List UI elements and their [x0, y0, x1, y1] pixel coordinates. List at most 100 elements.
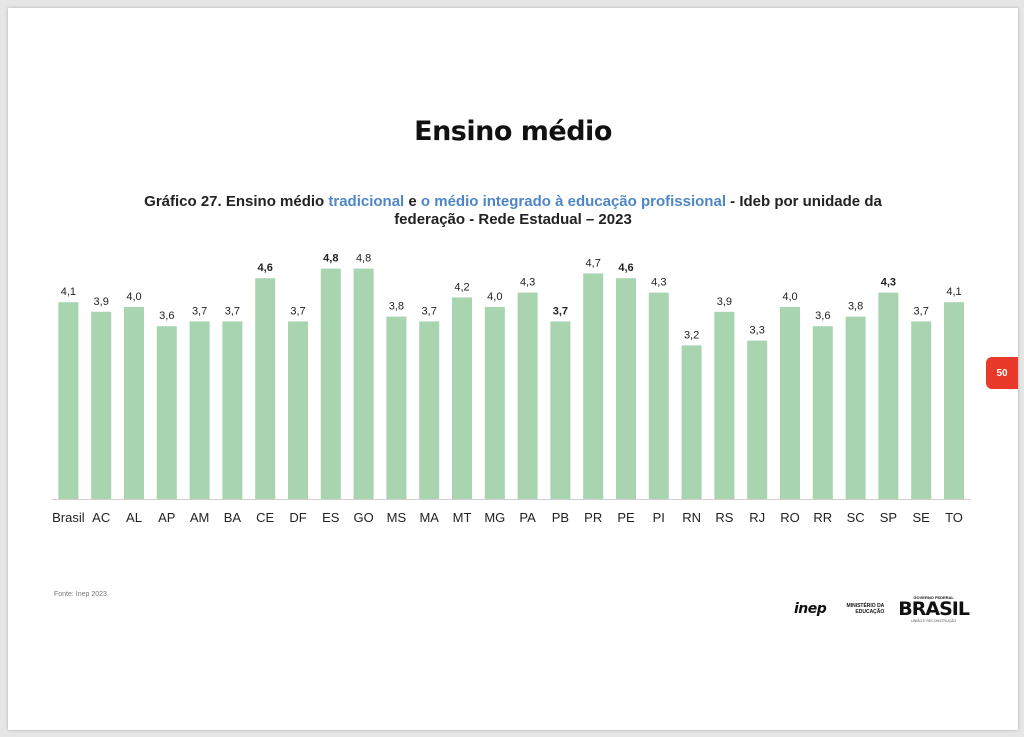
bar-rn	[681, 345, 702, 499]
value-label-ma: 3,7	[422, 305, 437, 317]
bar-chart: 4,1 Brasil 3,9 AC 4,0 AL 3,6 AP 3,7 AM 3,7 BA 4,6 CE 3…	[52, 253, 971, 525]
category-label-pi: PI	[653, 510, 665, 525]
value-label-pr: 4,7	[586, 257, 601, 269]
value-label-ce: 4,6	[258, 262, 273, 274]
bar-mg	[484, 307, 505, 499]
category-label-pa: PA	[519, 510, 536, 525]
bar-sc	[845, 316, 866, 499]
category-label-rr: RR	[813, 510, 832, 525]
value-label-ac: 3,9	[94, 296, 109, 308]
inep-logo: inep	[794, 601, 827, 617]
value-label-pe: 4,6	[618, 262, 633, 274]
category-label-pr: PR	[584, 510, 602, 525]
category-label-am: AM	[190, 510, 210, 525]
value-label-rr: 3,6	[815, 310, 830, 322]
chart-title-part3: - Ideb por unidade da federação - Rede E…	[394, 193, 882, 228]
value-label-mg: 4,0	[487, 291, 502, 303]
bar-brasil	[58, 302, 79, 499]
bar-ce	[255, 278, 276, 499]
bar-rs	[714, 311, 735, 499]
category-label-sc: SC	[847, 510, 865, 525]
value-label-ba: 3,7	[225, 305, 240, 317]
bar-ms	[386, 316, 407, 499]
bar-ro	[780, 307, 800, 499]
category-label-mt: MT	[453, 510, 472, 525]
category-label-se: SE	[913, 510, 931, 525]
value-label-df: 3,7	[290, 305, 305, 317]
category-label-ro: RO	[780, 510, 800, 525]
page-number-badge: 50	[986, 357, 1018, 389]
bar-rj	[747, 340, 768, 499]
bar-pi	[648, 292, 669, 499]
category-label-ap: AP	[158, 510, 175, 525]
bar-se	[911, 321, 932, 499]
category-label-mg: MG	[484, 510, 505, 525]
value-label-ro: 4,0	[782, 291, 797, 303]
category-label-ba: BA	[224, 510, 242, 525]
mec-logo: MINISTÉRIO DA EDUCAÇÃO	[846, 603, 885, 615]
bar-mt	[452, 297, 472, 499]
bar-ma	[419, 321, 440, 499]
value-label-am: 3,7	[192, 305, 207, 317]
value-label-ap: 3,6	[159, 310, 174, 322]
bar-am	[189, 321, 210, 499]
bar-df	[288, 321, 308, 499]
gov-logo-top: GOVERNO FEDERAL	[913, 595, 954, 600]
source-note: Fonte: Inep 2023.	[54, 591, 109, 598]
logos: inep MINISTÉRIO DA EDUCAÇÃO GOVERNO FEDE…	[794, 594, 970, 624]
category-label-rj: RJ	[749, 510, 765, 525]
value-label-es: 4,8	[323, 253, 338, 265]
bar-al	[124, 307, 144, 499]
chart-title-highlight-integrado: o médio integrado à educação profissiona…	[420, 193, 726, 210]
bar-ba	[222, 321, 243, 499]
value-label-se: 3,7	[914, 305, 929, 317]
bar-pr	[583, 273, 604, 499]
value-label-rj: 3,3	[750, 325, 765, 337]
category-label-brasil: Brasil	[52, 510, 85, 525]
category-label-pb: PB	[552, 510, 569, 525]
value-label-mt: 4,2	[454, 281, 469, 293]
value-label-rn: 3,2	[684, 329, 699, 341]
chart-title-part1: Gráfico 27. Ensino médio	[144, 193, 329, 210]
category-label-rs: RS	[715, 510, 733, 525]
value-label-pa: 4,3	[520, 277, 535, 289]
bar-pe	[616, 278, 636, 499]
bar-go	[353, 268, 374, 499]
gov-logo-sub: UNIÃO E RECONSTRUÇÃO	[911, 619, 957, 623]
category-label-al: AL	[126, 510, 142, 525]
bar-sp	[878, 292, 899, 499]
bar-to	[944, 302, 964, 499]
category-label-ma: MA	[419, 510, 439, 525]
value-label-ms: 3,8	[389, 301, 404, 313]
page-title: Ensino médio	[414, 116, 612, 147]
value-label-brasil: 4,1	[61, 286, 76, 298]
bar-pb	[550, 321, 571, 499]
category-label-rn: RN	[682, 510, 701, 525]
category-label-ms: MS	[387, 510, 407, 525]
category-label-ac: AC	[92, 510, 110, 525]
chart-title: Gráfico 27. Ensino médio tradicional e o…	[118, 193, 908, 229]
gov-brasil-logo: GOVERNO FEDERAL BRASIL UNIÃO E RECONSTRU…	[898, 595, 970, 623]
category-label-df: DF	[289, 510, 306, 525]
value-label-sc: 3,8	[848, 301, 863, 313]
bar-rr	[812, 326, 833, 499]
value-label-go: 4,8	[356, 253, 371, 265]
gov-logo-main: BRASIL	[898, 598, 970, 620]
value-label-sp: 4,3	[881, 277, 896, 289]
chart-title-highlight-tradicional: tradicional	[328, 193, 405, 210]
bar-es	[320, 268, 341, 499]
bar-pa	[517, 292, 538, 499]
category-label-to: TO	[945, 510, 963, 525]
chart-title-part2: e	[404, 193, 421, 210]
bar-ac	[91, 311, 112, 499]
category-label-pe: PE	[617, 510, 635, 525]
bar-ap	[156, 326, 177, 499]
value-label-pb: 3,7	[553, 305, 568, 317]
category-label-es: ES	[322, 510, 340, 525]
category-label-ce: CE	[256, 510, 274, 525]
value-label-rs: 3,9	[717, 296, 732, 308]
category-label-sp: SP	[880, 510, 897, 525]
value-label-al: 4,0	[126, 291, 141, 303]
slide: Ensino médio Gráfico 27. Ensino médio tr…	[8, 8, 1018, 730]
category-label-go: GO	[353, 510, 373, 525]
